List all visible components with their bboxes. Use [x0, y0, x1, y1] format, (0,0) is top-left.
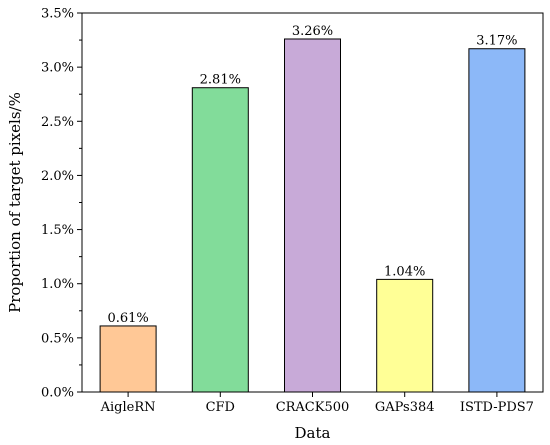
x-tick-label-cfd: CFD — [206, 400, 235, 415]
y-tick-label: 2.0% — [41, 169, 74, 184]
x-tick-label-istd-pds7: ISTD-PDS7 — [460, 400, 534, 415]
bar-aiglern — [99, 325, 157, 393]
data-label-crack500: 3.26% — [292, 24, 333, 39]
x-tick-label-gaps384: GAPs384 — [375, 400, 435, 415]
y-tick-label: 1.5% — [41, 223, 74, 238]
x-tick-label-crack500: CRACK500 — [276, 400, 350, 415]
bars-group — [99, 38, 526, 393]
bar-crack500 — [284, 38, 341, 393]
y-tick-label: 2.5% — [41, 115, 74, 130]
plot-frame — [81, 12, 544, 393]
data-labels-group: 0.61% 2.81% 3.26% 1.04% 3.17% — [107, 24, 517, 326]
y-axis-title: Proportion of target pixels/% — [6, 92, 24, 313]
x-axis-title: Data — [295, 424, 331, 442]
bar-cfd — [191, 87, 249, 393]
data-label-istd-pds7: 3.17% — [476, 34, 517, 49]
data-label-cfd: 2.81% — [200, 73, 241, 88]
data-label-aiglern: 0.61% — [107, 311, 148, 326]
y-tick-label: 3.5% — [41, 7, 74, 22]
bar-gaps384 — [376, 278, 434, 393]
y-tick-label: 1.0% — [41, 277, 74, 292]
y-tick-label: 3.0% — [41, 61, 74, 76]
data-label-gaps384: 1.04% — [384, 264, 425, 279]
bar-istd-pds7 — [468, 48, 526, 393]
x-axis-ticks: AigleRN CFD CRACK500 GAPs384 ISTD-PDS7 — [100, 392, 534, 415]
x-tick-label-aiglern: AigleRN — [100, 400, 156, 415]
y-axis-ticks: 0.0% 0.5% 1.0% 1.5% 2.0% 2.5% 3.0% 3.5% — [41, 7, 82, 401]
y-tick-label: 0.5% — [41, 331, 74, 346]
y-tick-label: 0.0% — [41, 386, 74, 401]
